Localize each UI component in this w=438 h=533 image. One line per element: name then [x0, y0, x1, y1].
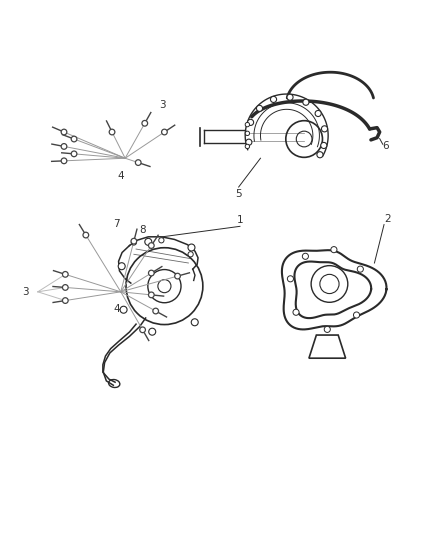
Circle shape — [149, 328, 156, 335]
Circle shape — [61, 143, 67, 149]
Circle shape — [191, 319, 198, 326]
Circle shape — [162, 129, 167, 135]
Circle shape — [324, 326, 330, 333]
Text: 7: 7 — [113, 220, 120, 229]
Circle shape — [245, 123, 250, 127]
Circle shape — [321, 142, 327, 149]
Circle shape — [148, 243, 154, 248]
Circle shape — [159, 238, 164, 243]
Circle shape — [109, 129, 115, 135]
Circle shape — [287, 276, 293, 282]
Text: 4: 4 — [113, 304, 120, 313]
Circle shape — [317, 152, 323, 158]
Circle shape — [63, 285, 68, 290]
Circle shape — [271, 96, 276, 102]
Circle shape — [118, 263, 125, 270]
Circle shape — [246, 139, 252, 146]
Circle shape — [131, 238, 137, 244]
Circle shape — [188, 244, 195, 251]
Circle shape — [357, 266, 364, 272]
Circle shape — [145, 238, 152, 245]
Text: 6: 6 — [383, 141, 389, 151]
Circle shape — [293, 309, 299, 316]
Circle shape — [303, 99, 309, 106]
Circle shape — [257, 106, 262, 111]
Text: 1: 1 — [237, 215, 243, 225]
Circle shape — [315, 110, 321, 117]
Circle shape — [188, 252, 193, 257]
Circle shape — [287, 94, 293, 100]
Circle shape — [148, 292, 154, 298]
Circle shape — [63, 298, 68, 303]
Circle shape — [353, 312, 360, 318]
Text: 4: 4 — [117, 171, 124, 181]
Circle shape — [61, 158, 67, 164]
Text: 3: 3 — [159, 100, 166, 110]
Text: 8: 8 — [139, 225, 146, 235]
Text: 2: 2 — [384, 214, 391, 224]
Circle shape — [140, 327, 145, 333]
Circle shape — [63, 271, 68, 277]
Circle shape — [245, 131, 250, 135]
Circle shape — [83, 232, 88, 238]
Circle shape — [175, 273, 180, 279]
Circle shape — [321, 126, 328, 132]
Circle shape — [131, 240, 137, 245]
Circle shape — [331, 247, 337, 253]
Text: 5: 5 — [235, 189, 242, 199]
Text: 3: 3 — [22, 287, 29, 297]
Circle shape — [61, 129, 67, 135]
Circle shape — [302, 253, 308, 260]
Circle shape — [245, 144, 250, 149]
Circle shape — [148, 270, 154, 276]
Circle shape — [71, 151, 77, 157]
Circle shape — [120, 306, 127, 313]
Circle shape — [142, 120, 148, 126]
Circle shape — [153, 308, 159, 314]
Circle shape — [135, 160, 141, 165]
Circle shape — [247, 119, 254, 125]
Circle shape — [71, 136, 77, 142]
